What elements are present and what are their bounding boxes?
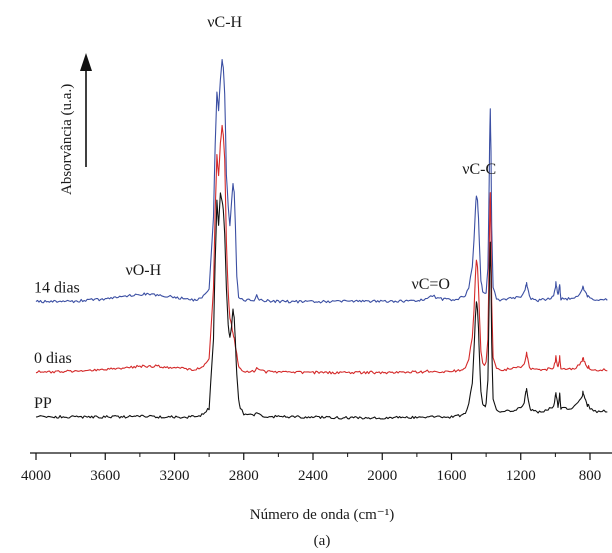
axes: 4000 3600 3200 2800 2400 2000 1600 1200 800 — [21, 452, 612, 484]
x-tick-label: 4000 — [21, 468, 51, 484]
peak-annotation: νC-C — [462, 161, 496, 178]
x-tick-label: 800 — [579, 468, 602, 484]
x-tick-label: 1600 — [437, 468, 467, 484]
x-tick-label: 2000 — [367, 468, 397, 484]
y-axis-title: Absorvância (u.a.) — [59, 84, 75, 195]
series-label-14-dias: 14 dias — [34, 280, 80, 297]
x-tick-label: 2400 — [298, 468, 328, 484]
y-axis-title-group: Absorvância (u.a.) — [59, 53, 92, 195]
series-line-14-dias — [35, 58, 608, 304]
peak-annotation: νC=O — [411, 276, 449, 293]
panel-label: (a) — [314, 533, 331, 549]
y-axis-arrow-head — [80, 53, 92, 71]
x-tick-label: 3200 — [160, 468, 190, 484]
x-tick-label: 1200 — [506, 468, 536, 484]
peak-annotation: νO-H — [126, 262, 162, 279]
series-labels: 14 dias 0 dias PP — [34, 280, 80, 412]
peak-annotation: νC-H — [207, 14, 242, 31]
series-label-0-dias: 0 dias — [34, 350, 72, 367]
series-line-0-dias — [35, 124, 608, 375]
x-tick-label: 3600 — [90, 468, 120, 484]
series-layer — [35, 58, 608, 420]
peak-annotations: νC-H νO-H νC=O νC-C — [126, 14, 497, 293]
series-label-pp: PP — [34, 395, 52, 412]
series-line-pp — [35, 192, 608, 420]
x-axis-title: Número de onda (cm⁻¹) — [250, 507, 394, 523]
x-tick-label: 2800 — [229, 468, 259, 484]
